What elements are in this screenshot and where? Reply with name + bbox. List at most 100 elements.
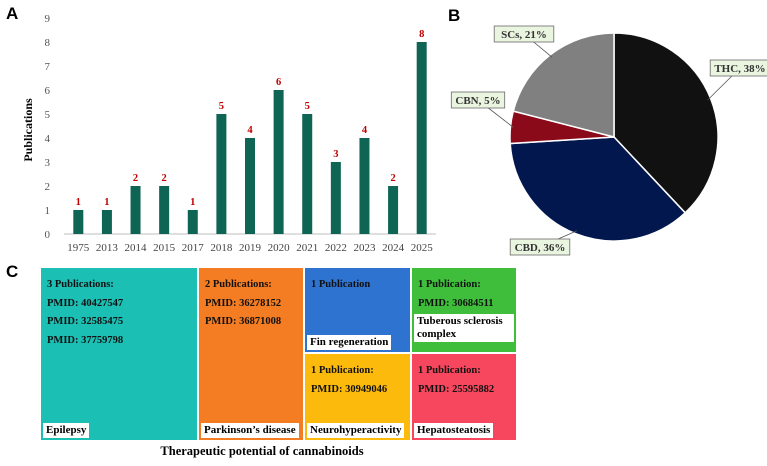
bar-data-label: 4 — [247, 125, 253, 136]
y-tick-label: 5 — [45, 109, 51, 121]
bar-data-label: 8 — [419, 29, 424, 40]
treemap-info-line: PMID: 40427547 — [47, 297, 124, 309]
treemap-cell-label: Fin regeneration — [307, 335, 392, 350]
bar — [130, 186, 141, 234]
x-tick-label: 2013 — [96, 242, 119, 254]
treemap-info-line: 1 Publication — [311, 279, 371, 290]
treemap-info-line: 1 Publication: — [418, 279, 481, 290]
bar — [159, 186, 170, 234]
treemap-cell-tuberous-sclerosis-complex: 1 Publication: PMID: 30684511 Tuberous scl… — [411, 267, 517, 353]
treemap-cell-hepatosteatosis: 1 Publication: PMID: 25595882 Hepatosteato… — [411, 353, 517, 441]
x-tick-label: 2015 — [153, 242, 176, 254]
pie-slice-cbd — [509, 136, 687, 242]
treemap-info-line: PMID: 30949046 — [311, 383, 388, 395]
bar-data-label: 6 — [276, 77, 281, 88]
treemap-info-line: 2 Publications: — [205, 279, 272, 290]
bar-data-label: 2 — [162, 173, 167, 184]
treemap-cell-info: 1 Publication: PMID: 30949046 — [311, 362, 387, 399]
treemap-info-line: 1 Publication: — [311, 365, 374, 376]
treemap-cell-info: 3 Publications: PMID: 40427547 PMID: 32585… — [47, 276, 123, 350]
x-tick-label: 2025 — [411, 242, 434, 254]
bar — [101, 210, 112, 234]
cannabinoid-pie-chart: THC, 38% CBD, 36% CBN, 5% SCs, 21% — [450, 25, 767, 256]
pie-labels: THC, 38% CBD, 36% CBN, 5% SCs, 21% — [450, 25, 767, 256]
bar — [388, 186, 399, 234]
pie-label-cbd: CBD, 36% — [515, 242, 566, 254]
bar — [330, 162, 341, 234]
pie-slice-thc — [613, 32, 719, 214]
treemap-cell-label: Parkinson’s disease — [201, 423, 299, 438]
bar-data-label: 4 — [362, 125, 368, 136]
bar — [302, 114, 313, 234]
y-tick-label: 9 — [45, 13, 51, 25]
treemap-info-line: PMID: 36871008 — [205, 316, 282, 327]
y-tick-label: 2 — [45, 181, 51, 193]
x-tick-label: 2014 — [125, 242, 148, 254]
x-tick-label: 2021 — [296, 242, 318, 254]
y-tick-label: 6 — [45, 85, 51, 97]
y-axis: 0 1 2 3 4 5 6 7 8 9 — [45, 13, 51, 241]
panel-label-c: C — [6, 262, 19, 281]
treemap-info-line: 1 Publication: — [418, 365, 481, 376]
pie-label-scs: SCs, 21% — [501, 29, 547, 41]
pie-slice-scs — [512, 32, 615, 138]
pie-label-thc: THC, 38% — [714, 63, 765, 75]
x-tick-label: 2022 — [325, 242, 347, 254]
treemap-info-line: PMID: 32585475 — [47, 316, 124, 327]
bar-data-label: 3 — [333, 149, 338, 160]
pie-slices — [509, 32, 719, 242]
treemap-cell-info: 1 Publication: PMID: 30684511 — [418, 276, 494, 313]
bar — [273, 90, 284, 234]
label-box — [509, 238, 571, 256]
y-tick-label: 7 — [45, 61, 51, 73]
bar — [216, 114, 227, 234]
panel-label-a: A — [6, 4, 19, 23]
bar-data-label: 2 — [133, 173, 138, 184]
treemap-cell-label: Tuberous sclerosis complex — [414, 314, 514, 342]
treemap-cell-info: 2 Publications: PMID: 36278152 PMID: 36871… — [205, 276, 281, 332]
treemap-info-line: PMID: 37759798 — [47, 334, 124, 346]
treemap-cell-info: 1 Publication: PMID: 25595882 — [418, 362, 494, 399]
x-tick-label: 2023 — [353, 242, 376, 254]
treemap-cell-info: 1 Publication — [311, 276, 370, 295]
treemap-title: Therapeutic potential of cannabinoids — [160, 444, 364, 458]
bar — [245, 138, 255, 234]
x-tick-label: 2018 — [210, 242, 233, 254]
treemap-info-line: PMID: 30684511 — [418, 297, 494, 309]
treemap-info-line: 3 Publications: — [47, 279, 114, 290]
treemap-cell-epilepsy: 3 Publications: PMID: 40427547 PMID: 32585… — [40, 267, 198, 441]
label-box — [709, 59, 767, 77]
treemap-cell-label: Neurohyperactivity — [307, 423, 405, 438]
x-axis: 1975 2013 2014 2015 2017 2018 2019 2020 2021 2022… — [64, 233, 436, 254]
publications-bar-chart: 0 1 2 3 4 5 6 7 8 9 1975 2013 2014 2015 2017 2018 2019 2… — [21, 13, 436, 254]
bar-data-label: 1 — [190, 197, 195, 208]
pie-label-cbn: CBN, 5% — [455, 95, 500, 107]
bar-series: 1 1 2 2 1 5 4 6 5 3 4 2 8 — [73, 29, 427, 234]
x-tick-label: 2017 — [182, 242, 205, 254]
bar-data-label: 2 — [390, 173, 395, 184]
bar-data-label: 1 — [104, 197, 109, 208]
y-tick-label: 8 — [45, 37, 51, 49]
label-box — [450, 91, 506, 109]
treemap-cell-neurohyperactivity: 1 Publication: PMID: 30949046 Neurohyperac… — [304, 353, 411, 441]
y-axis-label: Publications — [21, 98, 35, 162]
bar-data-label: 5 — [305, 101, 310, 112]
bar — [73, 210, 84, 234]
bar-data-label: 1 — [76, 197, 81, 208]
x-tick-label: 2020 — [268, 242, 291, 254]
y-tick-label: 0 — [45, 229, 51, 241]
treemap-cell-label: Hepatosteatosis — [414, 423, 494, 438]
x-tick-label: 2024 — [382, 242, 405, 254]
bar — [359, 138, 370, 234]
treemap-cell-parkinson-s-disease: 2 Publications: PMID: 36278152 PMID: 36871… — [198, 267, 304, 441]
treemap-info-line: PMID: 36278152 — [205, 297, 282, 309]
treemap-cell-fin-regeneration: 1 Publication Fin regeneration — [304, 267, 411, 353]
panel-label-b: B — [448, 6, 461, 25]
bar-data-label: 5 — [219, 101, 224, 112]
bar — [416, 42, 427, 234]
label-box — [493, 25, 555, 43]
treemap-info-line: PMID: 25595882 — [418, 383, 495, 395]
y-tick-label: 1 — [45, 205, 51, 217]
bar — [187, 210, 198, 234]
treemap-cell-label: Epilepsy — [43, 423, 90, 438]
